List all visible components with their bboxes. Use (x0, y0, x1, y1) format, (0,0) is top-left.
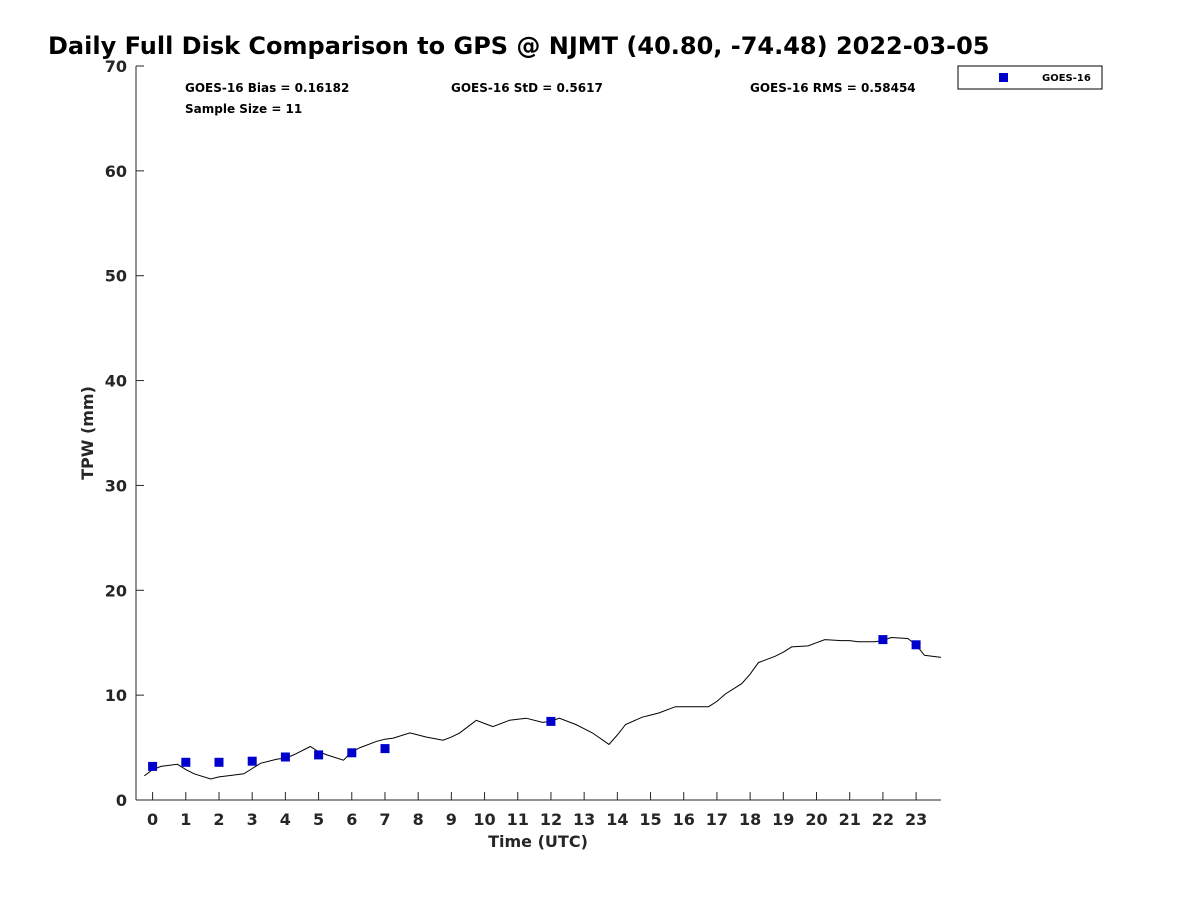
x-tick-label: 2 (213, 810, 224, 829)
legend: GOES-16 (957, 65, 1103, 90)
x-tick-label: 16 (673, 810, 695, 829)
y-tick-label: 10 (105, 686, 127, 705)
goes-16-point (247, 756, 257, 766)
legend-label-goes-16: GOES-16 (1042, 73, 1091, 84)
goes-16-point (280, 752, 290, 762)
chart-title: Daily Full Disk Comparison to GPS @ NJMT… (48, 32, 989, 60)
x-tick-label: 18 (739, 810, 761, 829)
goes-16-point (148, 761, 158, 771)
x-tick-label: 9 (446, 810, 457, 829)
y-tick-label: 20 (105, 581, 127, 600)
y-tick-label: 50 (105, 267, 127, 286)
goes-16-point (878, 635, 888, 645)
y-tick-label: 0 (116, 791, 127, 810)
x-tick-label: 4 (280, 810, 291, 829)
axis-ticks: 0 1 2 3 4 5 6 7 8 9 10 11 12 13 14 15 16 17 18 19 20 21 22 2301… (105, 57, 928, 829)
y-axis-label: TPW (mm) (78, 386, 97, 480)
x-tick-label: 8 (413, 810, 424, 829)
stat-sample-size: Sample Size = 11 (185, 102, 302, 116)
y-tick-label: 70 (105, 57, 127, 76)
x-tick-label: 20 (805, 810, 827, 829)
x-tick-label: 5 (313, 810, 324, 829)
x-tick-label: 22 (872, 810, 894, 829)
x-tick-label: 21 (839, 810, 861, 829)
x-tick-label: 12 (540, 810, 562, 829)
plot-axes (135, 66, 941, 801)
x-tick-label: 7 (379, 810, 390, 829)
x-tick-label: 10 (473, 810, 495, 829)
x-tick-label: 3 (247, 810, 258, 829)
stat-std: GOES-16 StD = 0.5617 (451, 81, 603, 95)
x-tick-label: 15 (639, 810, 661, 829)
x-tick-label: 19 (772, 810, 794, 829)
y-tick-label: 40 (105, 372, 127, 391)
stat-rms: GOES-16 RMS = 0.58454 (750, 81, 916, 95)
goes-16-point (181, 757, 191, 767)
x-tick-label: 17 (706, 810, 728, 829)
gps-series (143, 636, 942, 780)
x-tick-label: 1 (180, 810, 191, 829)
x-tick-label: 23 (905, 810, 927, 829)
goes-16-point (214, 757, 224, 767)
y-tick-label: 30 (105, 476, 127, 495)
y-tick-label: 60 (105, 162, 127, 181)
x-tick-label: 14 (606, 810, 628, 829)
x-tick-label: 0 (147, 810, 158, 829)
goes-16-point (546, 716, 556, 726)
goes-16-point (380, 744, 390, 754)
x-tick-label: 6 (346, 810, 357, 829)
legend-box (957, 65, 1103, 90)
goes-16-point (911, 640, 921, 650)
x-tick-label: 11 (507, 810, 529, 829)
x-axis-label: Time (UTC) (488, 832, 588, 851)
x-tick-label: 13 (573, 810, 595, 829)
legend-marker-goes-16 (999, 73, 1008, 82)
gps-tpw-line (143, 636, 942, 780)
goes-16-point (314, 750, 324, 760)
stat-bias: GOES-16 Bias = 0.16182 (185, 81, 349, 95)
goes-16-point (347, 748, 357, 758)
goes-16-series (148, 635, 921, 771)
